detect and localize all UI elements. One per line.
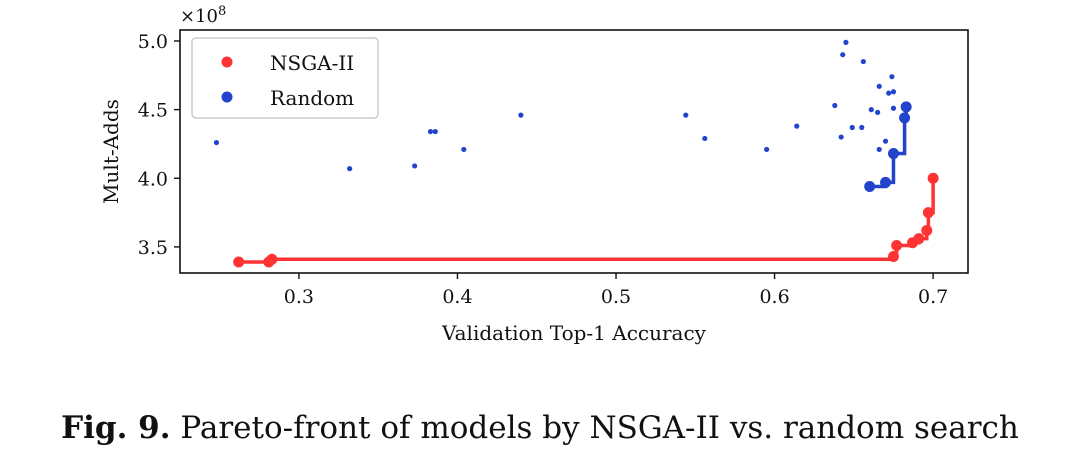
y-tick-label: 5.0 [138, 31, 168, 53]
pareto-point [899, 112, 911, 124]
figure-caption: Fig. 9. Pareto-front of models by NSGA-I… [0, 410, 1080, 446]
random-sample-point [347, 166, 353, 172]
random-sample-point [868, 107, 874, 113]
random-sample-point [518, 112, 524, 118]
random-sample-point [876, 146, 882, 153]
y-axis-label: Mult-Adds [99, 99, 123, 204]
random-sample-point [838, 134, 844, 140]
x-tick-label: 0.5 [601, 286, 631, 308]
plot-frame [179, 29, 969, 274]
y-tick-label: 4.0 [138, 168, 168, 190]
pareto-point [880, 176, 892, 188]
pareto-point [233, 256, 245, 268]
pareto-point [266, 253, 278, 265]
pareto-point [921, 224, 933, 236]
random-sample-point [764, 146, 770, 153]
random-sample-point [860, 58, 866, 65]
pareto-point [900, 101, 912, 113]
pareto-point [887, 251, 899, 263]
pareto-point [913, 233, 925, 245]
random-sample-point [886, 90, 892, 96]
random-sample-point [427, 128, 434, 135]
x-axis-label: Validation Top-1 Accuracy [441, 321, 707, 345]
pareto-chart: 0.3 0.4 0.5 0.6 0.7 3.5 4.0 4.5 5.0 ×108 Validatio… [99, 4, 969, 345]
random-sample-point [875, 109, 881, 115]
caption-label: Fig. 9. [61, 410, 171, 446]
random-sample-point [840, 52, 846, 58]
random-sample-point [849, 124, 855, 131]
y-multiplier: ×108 [180, 4, 226, 27]
random-sample-point [683, 112, 689, 118]
random-sample-point [213, 139, 220, 146]
random-sample-point [461, 146, 467, 153]
random-sample-point [412, 163, 418, 169]
y-tick-label: 4.5 [138, 100, 168, 122]
random-sample-point [876, 83, 882, 89]
legend-box [191, 37, 379, 119]
pareto-line-nsga-ii [238, 178, 935, 264]
random-sample-point [832, 102, 838, 109]
legend-label: Random [270, 86, 354, 110]
random-sample-point [882, 138, 889, 144]
random-sample-point [859, 124, 865, 131]
pareto-point [864, 181, 876, 193]
pareto-point [887, 148, 899, 160]
caption-text: Pareto-front of models by NSGA-II vs. ra… [170, 410, 1019, 446]
x-tick-label: 0.4 [442, 286, 472, 308]
pareto-point [891, 240, 903, 252]
random-sample-point [432, 128, 438, 135]
random-sample-point [794, 123, 800, 129]
x-tick-label: 0.3 [284, 286, 314, 308]
legend-label: NSGA-II [270, 51, 354, 75]
random-sample-point [889, 74, 895, 80]
legend-marker-random [221, 91, 233, 103]
random-sample-point [843, 39, 849, 45]
random-sample-point [702, 135, 708, 142]
y-tick-label: 3.5 [138, 237, 168, 259]
x-tick-label: 0.7 [918, 286, 948, 308]
pareto-point [922, 207, 934, 219]
random-sample-point [890, 105, 897, 111]
random-sample-point [890, 89, 897, 95]
x-tick-label: 0.6 [759, 286, 789, 308]
pareto-point [927, 172, 939, 184]
legend-marker-nsga-ii [221, 56, 233, 68]
